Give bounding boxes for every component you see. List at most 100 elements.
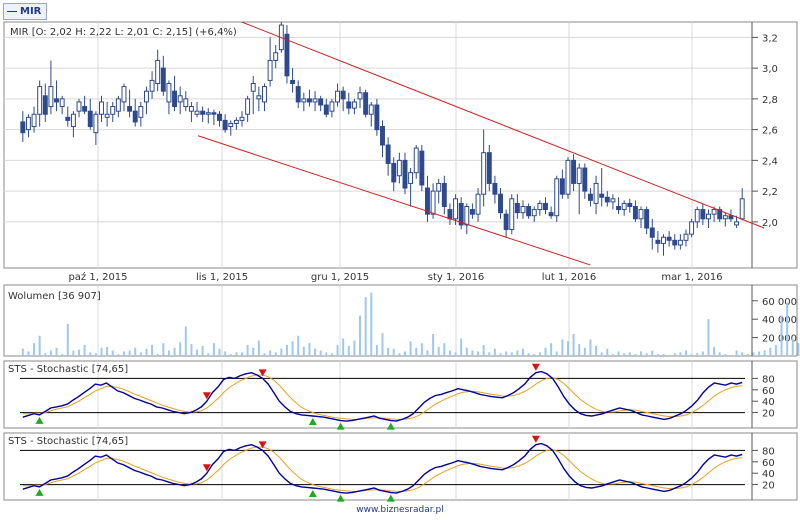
volume-bar xyxy=(38,335,41,356)
candle-body xyxy=(739,198,745,220)
legend-line-icon xyxy=(7,11,17,12)
candle-body xyxy=(666,236,672,241)
volume-bar xyxy=(488,352,491,356)
volume-bar xyxy=(257,340,260,356)
volume-bar xyxy=(769,347,772,356)
candle-body xyxy=(385,144,391,164)
ticker-legend[interactable]: MIR xyxy=(3,3,48,20)
volume-bar xyxy=(679,352,682,356)
volume-bar xyxy=(280,348,283,356)
candle-body xyxy=(632,206,638,220)
candle-body xyxy=(155,59,161,84)
candle-body xyxy=(188,106,194,112)
candle-body xyxy=(200,110,206,115)
buy-signal-icon xyxy=(308,418,317,426)
volume-bar xyxy=(741,352,744,356)
volume-bar xyxy=(477,351,480,356)
volume-bar xyxy=(83,344,86,356)
volume-bar xyxy=(589,339,592,356)
volume-bar xyxy=(111,350,114,356)
volume-bar xyxy=(151,344,154,356)
volume-bar xyxy=(600,352,603,356)
candle-body xyxy=(295,86,301,103)
candle-body xyxy=(520,206,526,214)
candle-body xyxy=(683,233,689,241)
volume-bar xyxy=(505,351,508,356)
y-tick-label: 2,4 xyxy=(762,156,778,167)
candle-body xyxy=(672,239,678,246)
candle-body xyxy=(357,92,363,100)
y-tick-label: 20 xyxy=(762,481,775,492)
candle-body xyxy=(284,33,290,77)
candle-body xyxy=(661,236,666,244)
x-tick-label: gru 1, 2015 xyxy=(311,272,369,283)
candle-body xyxy=(582,167,588,192)
volume-bar xyxy=(212,343,215,356)
sell-signal-icon xyxy=(202,392,211,400)
volume-bar xyxy=(106,346,109,356)
volume-bar xyxy=(381,333,384,356)
volume-bar xyxy=(27,351,30,356)
volume-bar xyxy=(437,346,440,356)
candle-body xyxy=(143,90,149,103)
candle-body xyxy=(526,206,532,217)
candle-body xyxy=(20,121,26,134)
candle-body xyxy=(306,98,312,103)
volume-bar xyxy=(578,344,581,356)
volume-bar xyxy=(656,354,659,356)
volume-bar xyxy=(252,347,255,356)
volume-bar xyxy=(370,292,373,356)
volume-bar xyxy=(780,315,783,356)
volume-bar xyxy=(21,348,24,356)
volume-bar xyxy=(409,341,412,356)
candle-body xyxy=(25,116,31,131)
volume-bar xyxy=(297,335,300,356)
volume-bar xyxy=(336,344,339,356)
candle-body xyxy=(31,113,37,128)
volume-bar xyxy=(696,353,699,356)
volume-bar xyxy=(117,354,120,356)
y-tick-label: 2,8 xyxy=(762,95,778,106)
candle-body xyxy=(149,79,155,92)
candle-body xyxy=(194,110,200,115)
volume-bar xyxy=(432,333,435,356)
volume-bar xyxy=(179,342,182,356)
volume-bar xyxy=(173,347,176,356)
candle-body xyxy=(312,98,318,103)
candle-body xyxy=(132,110,138,123)
volume-bar xyxy=(162,343,165,356)
candle-body xyxy=(481,152,487,195)
candle-body xyxy=(627,202,633,208)
volume-bar xyxy=(61,354,64,356)
candle-body xyxy=(396,159,402,177)
volume-bar xyxy=(735,350,738,356)
volume-bar xyxy=(645,353,648,356)
y-tick-label: 20 000 xyxy=(762,334,797,345)
candle-body xyxy=(340,90,346,100)
candle-body xyxy=(205,112,211,115)
candle-body xyxy=(430,190,436,215)
candle-body xyxy=(638,209,644,220)
candle-body xyxy=(616,206,622,211)
candle-body xyxy=(722,215,728,220)
volume-bar xyxy=(167,350,170,356)
volume-bar xyxy=(701,351,704,356)
candle-body xyxy=(503,213,509,231)
candle-body xyxy=(559,178,565,195)
volume-bar xyxy=(572,333,575,356)
volume-bar xyxy=(797,343,800,356)
volume-bar xyxy=(364,297,367,356)
candle-body xyxy=(604,196,610,203)
candle-body xyxy=(728,215,734,220)
volume-bar xyxy=(752,352,755,356)
candle-body xyxy=(222,119,228,131)
volume-bar xyxy=(347,345,350,356)
volume-bar xyxy=(55,347,58,356)
buy-signal-icon xyxy=(35,488,44,496)
candle-body xyxy=(447,209,453,220)
volume-bar xyxy=(583,347,586,356)
candle-body xyxy=(694,209,700,223)
candle-body xyxy=(250,83,256,92)
candle-body xyxy=(267,59,273,81)
volume-bar xyxy=(128,350,131,356)
